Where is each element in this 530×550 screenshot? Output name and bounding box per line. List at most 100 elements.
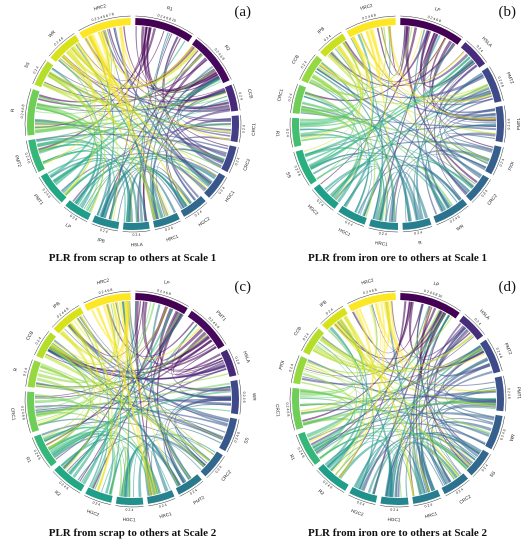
- caption-b: PLR from iron ore to others at Scale 1: [307, 252, 488, 264]
- chord-ribbon: [118, 26, 132, 223]
- panel-letter-b: (b): [498, 4, 517, 20]
- chord-ribbon: [362, 34, 441, 217]
- segment-axis: [464, 313, 485, 335]
- segment-label: HSLA: [479, 308, 492, 321]
- segment-axis: [320, 305, 344, 324]
- segment-arc: [153, 212, 180, 228]
- chord-ribbon: [75, 43, 169, 217]
- segment-ticks: 0 2 4: [32, 66, 39, 75]
- segment-ticks: 0 2 4 6: [242, 392, 246, 403]
- segment-axis: [48, 33, 75, 57]
- segment-label: PMT1: [215, 310, 227, 323]
- chord-ribbon: [34, 51, 94, 127]
- chord-ribbon: [51, 390, 231, 458]
- segment-axis: [301, 327, 318, 352]
- segment-label: SS: [285, 171, 292, 179]
- chord-ribbon: [338, 302, 384, 479]
- segment-axis: [197, 37, 232, 80]
- segment-axis: [347, 290, 396, 304]
- chord-ribbon: [35, 58, 92, 133]
- segment-axis: [226, 419, 240, 453]
- segment-label: PMT2: [506, 71, 515, 85]
- chord-ribbon: [301, 44, 362, 141]
- chord-ribbon: [429, 418, 493, 485]
- segment-ticks: 0 2 4: [316, 199, 324, 207]
- chord-ribbon: [138, 434, 215, 497]
- segment-label: HRC2: [361, 278, 375, 286]
- chord-ribbon: [37, 302, 152, 422]
- segment-label: HRC2: [360, 3, 374, 11]
- segment-ticks: 0 2 3 4 5 6 7 8: [91, 12, 114, 22]
- segment-label: PMT2: [504, 342, 514, 356]
- chord-ribbon: [310, 79, 422, 220]
- segment-arc: [292, 84, 307, 114]
- segment-axis: [135, 15, 194, 35]
- segment-label: LP: [163, 279, 170, 285]
- segment-label: R: [10, 108, 15, 113]
- chord-ribbon: [60, 152, 217, 192]
- chord-ribbon: [299, 328, 358, 396]
- segment-label: HRC2: [93, 3, 107, 11]
- segment-ticks: 0 2 4: [323, 34, 332, 42]
- segment-ticks: 0 2 4 6: [58, 481, 69, 491]
- chord-ribbon: [389, 301, 432, 352]
- segment-arc: [175, 474, 202, 495]
- segment-ticks: 0 2 4: [390, 508, 398, 512]
- segment-label: LP: [65, 222, 72, 229]
- chord-ribbon: [119, 26, 230, 141]
- chord-ribbon: [309, 43, 455, 171]
- chord-ribbon: [426, 322, 462, 483]
- chord-ribbon: [368, 29, 475, 186]
- segment-arc: [295, 149, 317, 185]
- segment-arc: [200, 451, 223, 477]
- segment-arc: [135, 18, 193, 42]
- segment-ticks: 0 2 4: [475, 44, 483, 53]
- segment-arc: [65, 200, 91, 220]
- segment-axis: [228, 348, 239, 375]
- segment-ticks: 0 2 4: [473, 317, 481, 326]
- chord-ribbon: [429, 37, 497, 121]
- segment-label: IPB: [317, 26, 326, 35]
- chord-ribbon: [382, 301, 496, 392]
- chord-ribbon: [37, 346, 89, 384]
- chord-ribbon: [52, 159, 126, 222]
- chord-ribbon: [305, 304, 377, 375]
- segment-ticks: 0 2 4 6: [322, 480, 333, 490]
- segment-ticks: 0 2 4 6: [33, 449, 42, 461]
- segment-axis: [290, 83, 298, 113]
- segment-ticks: 0 2 4: [480, 189, 488, 198]
- chord-ribbon: [358, 308, 415, 496]
- segment-arc: [79, 18, 131, 39]
- segment-axis: [400, 15, 463, 38]
- chord-ribbon: [300, 304, 378, 394]
- chord-ribbon: [42, 82, 227, 108]
- chord-ribbon: [300, 316, 364, 412]
- chord-ribbon: [138, 50, 199, 222]
- chord-ribbon: [54, 40, 186, 186]
- segment-ticks: 0 2 4: [215, 465, 223, 474]
- segment-ticks: 0 2 4 6: [499, 429, 506, 441]
- chord-ribbon: [37, 59, 208, 107]
- segment-arc: [115, 496, 144, 505]
- chord-ribbon: [155, 32, 196, 201]
- chord-ribbon: [321, 335, 495, 387]
- segment-arc: [191, 38, 230, 84]
- segment-label: HRC1: [165, 234, 179, 243]
- chord-ribbon: [319, 36, 371, 89]
- segment-label: PMT2: [14, 154, 23, 168]
- segment-label: HSLA: [481, 36, 493, 49]
- segment-arc: [494, 376, 504, 412]
- chord-ribbon: [301, 102, 454, 207]
- segment-label: HGC1: [224, 189, 236, 203]
- segment-label: R2: [54, 489, 62, 497]
- segment-ticks: 0 2 4: [325, 308, 334, 316]
- chord-ribbon: [36, 377, 131, 498]
- segment-arc: [495, 105, 504, 143]
- chord-ribbon: [36, 77, 221, 142]
- segment-label: LP: [434, 6, 441, 13]
- chord-ribbon: [37, 300, 130, 424]
- segment-label: CCB: [291, 54, 300, 65]
- segment-label: HGC2: [86, 508, 100, 517]
- chord-ribbon: [405, 26, 478, 184]
